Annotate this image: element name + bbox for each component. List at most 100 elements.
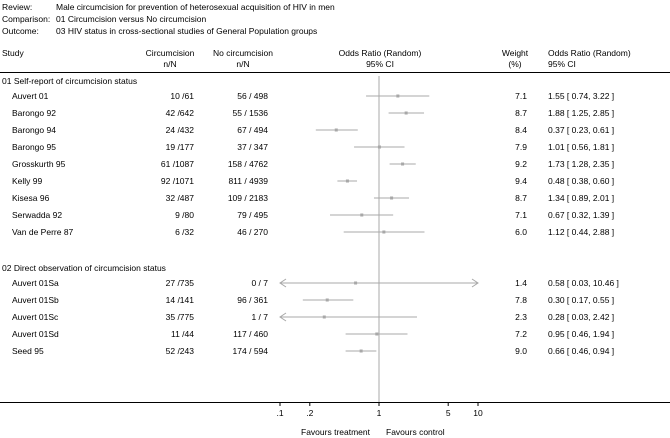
study-name: Kisesa 96 [12, 193, 50, 203]
point-estimate [404, 111, 408, 115]
ci-text: 1.34 [ 0.89, 2.01 ] [548, 193, 615, 203]
ctl-count: 117 / 460 [233, 329, 268, 339]
col-orv-title: Odds Ratio (Random) [548, 48, 631, 58]
exp-count: 35 /775 [165, 312, 194, 322]
ci-text: 0.48 [ 0.38, 0.60 ] [548, 176, 615, 186]
x-tick-label: 10 [473, 408, 483, 418]
outcome-label: Outcome: [2, 26, 39, 36]
col-or-sub: 95% CI [366, 59, 394, 69]
col-or-title: Odds Ratio (Random) [338, 48, 422, 58]
exp-count: 10 /61 [170, 91, 194, 101]
weight-value: 7.9 [515, 142, 527, 152]
exp-count: 19 /177 [165, 142, 194, 152]
exp-count: 32 /487 [165, 193, 194, 203]
ctl-count: 174 / 594 [232, 346, 268, 356]
weight-value: 8.7 [515, 193, 527, 203]
study-name: Seed 95 [12, 346, 44, 356]
weight-value: 9.4 [515, 176, 527, 186]
point-estimate [382, 230, 386, 234]
ci-text: 0.30 [ 0.17, 0.55 ] [548, 295, 615, 305]
ctl-count: 67 / 494 [237, 125, 268, 135]
review-value: Male circumcision for prevention of hete… [56, 2, 335, 12]
point-estimate [354, 281, 358, 285]
study-name: Serwadda 92 [12, 210, 63, 220]
weight-value: 7.1 [515, 91, 527, 101]
ci-text: 0.28 [ 0.03, 2.42 ] [548, 312, 615, 322]
group-title-2: 02 Direct observation of circumcision st… [2, 263, 166, 273]
ci-arrow-right [471, 278, 479, 288]
study-name: Grosskurth 95 [12, 159, 66, 169]
ctl-count: 79 / 495 [237, 210, 268, 220]
exp-count: 24 /432 [165, 125, 194, 135]
study-name: Barongo 94 [12, 125, 56, 135]
point-estimate [334, 128, 338, 132]
ctl-count: 37 / 347 [237, 142, 268, 152]
weight-value: 2.3 [515, 312, 527, 322]
weight-value: 9.2 [515, 159, 527, 169]
ci-text: 0.67 [ 0.32, 1.39 ] [548, 210, 615, 220]
point-estimate [396, 94, 400, 98]
ctl-count: 109 / 2183 [227, 193, 268, 203]
ci-text: 0.58 [ 0.03, 10.46 ] [548, 278, 619, 288]
col-ctl-title: No circumcision [213, 48, 273, 58]
study-name: Auvert 01Sc [12, 312, 59, 322]
ctl-count: 158 / 4762 [227, 159, 268, 169]
exp-count: 14 /141 [165, 295, 194, 305]
weight-value: 8.4 [515, 125, 527, 135]
x-tick-label: .2 [306, 408, 313, 418]
ci-text: 1.73 [ 1.28, 2.35 ] [548, 159, 615, 169]
comparison-value: 01 Circumcision versus No circumcision [56, 14, 207, 24]
review-label: Review: [2, 2, 33, 12]
ci-text: 1.12 [ 0.44, 2.88 ] [548, 227, 615, 237]
exp-count: 6 /32 [175, 227, 194, 237]
col-weight-sub: (%) [508, 59, 522, 69]
exp-count: 11 /44 [170, 329, 194, 339]
point-estimate [377, 145, 381, 149]
study-name: Kelly 99 [12, 176, 43, 186]
exp-count: 42 /642 [165, 108, 194, 118]
outcome-value: 03 HIV status in cross-sectional studies… [56, 26, 318, 36]
weight-value: 7.8 [515, 295, 527, 305]
ctl-count: 55 / 1536 [232, 108, 268, 118]
x-tick-label: .1 [276, 408, 283, 418]
x-tick-label: 5 [446, 408, 451, 418]
ci-text: 0.37 [ 0.23, 0.61 ] [548, 125, 615, 135]
study-name: Barongo 92 [12, 108, 56, 118]
weight-value: 8.7 [515, 108, 527, 118]
exp-count: 52 /243 [165, 346, 194, 356]
header-rule [0, 72, 670, 73]
ctl-count: 1 / 7 [251, 312, 268, 322]
col-weight-title: Weight [501, 48, 529, 58]
weight-value: 7.2 [515, 329, 527, 339]
ci-text: 0.66 [ 0.46, 0.94 ] [548, 346, 615, 356]
study-name: Barongo 95 [12, 142, 56, 152]
ctl-count: 96 / 361 [237, 295, 268, 305]
ctl-count: 0 / 7 [251, 278, 268, 288]
weight-value: 7.1 [515, 210, 527, 220]
col-ctl-sub: n/N [236, 59, 250, 69]
col-exp-sub: n/N [163, 59, 177, 69]
ci-text: 1.88 [ 1.25, 2.85 ] [548, 108, 615, 118]
exp-count: 27 /735 [165, 278, 194, 288]
point-estimate [360, 213, 364, 217]
comparison-label: Comparison: [2, 14, 51, 24]
ci-text: 0.95 [ 0.46, 1.94 ] [548, 329, 615, 339]
x-tick-label: 1 [377, 408, 382, 418]
study-name: Auvert 01 [12, 91, 49, 101]
ci-text: 1.55 [ 0.74, 3.22 ] [548, 91, 615, 101]
study-name: Van de Perre 87 [12, 227, 74, 237]
ci-arrow-left [279, 278, 287, 288]
exp-count: 61 /1087 [160, 159, 194, 169]
weight-value: 9.0 [515, 346, 527, 356]
point-estimate [390, 196, 394, 200]
point-estimate [345, 179, 349, 183]
point-estimate [375, 332, 379, 336]
point-estimate [401, 162, 405, 166]
col-exp-title: Circumcision [145, 48, 195, 58]
favours-treatment: Favours treatment [301, 427, 370, 437]
ci-arrow-left [279, 312, 287, 322]
weight-value: 1.4 [515, 278, 527, 288]
col-orv-sub: 95% CI [548, 59, 576, 69]
ctl-count: 56 / 498 [237, 91, 268, 101]
weight-value: 6.0 [515, 227, 527, 237]
